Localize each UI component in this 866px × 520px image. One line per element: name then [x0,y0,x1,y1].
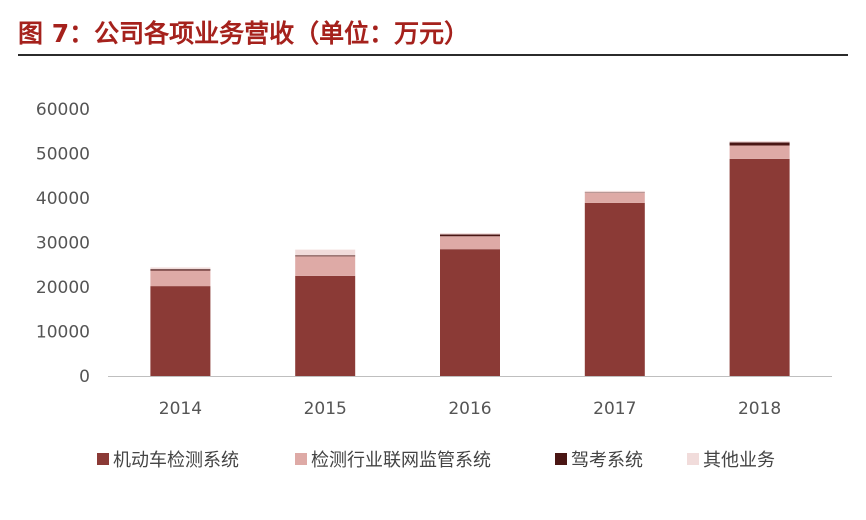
bar-segment [729,145,790,159]
x-tick-label: 2017 [593,399,636,419]
legend-swatch [295,453,307,465]
bar-segment [150,267,211,270]
y-tick-label: 10000 [36,323,90,343]
legend-label: 其他业务 [703,450,775,471]
x-tick-label: 2016 [448,399,491,419]
y-tick-label: 40000 [36,189,90,209]
legend-label: 检测行业联网监管系统 [311,450,491,471]
bar-segment [295,256,356,276]
legend-swatch [687,453,699,465]
legend-swatch [97,453,109,465]
bar-segment [584,192,645,203]
bar-segment [584,202,645,376]
bar-segment [295,275,356,376]
y-tick-label: 30000 [36,234,90,254]
bars [150,141,790,376]
bar-segment [150,269,211,271]
y-tick-label: 50000 [36,145,90,165]
x-tick-label: 2014 [159,399,202,419]
bar-segment [729,142,790,146]
x-tick-label: 2018 [738,399,781,419]
legend-label: 驾考系统 [571,450,643,471]
y-tick-label: 60000 [36,100,90,120]
legend: 机动车检测系统 检测行业联网监管系统 驾考系统 其他业务 [97,450,775,471]
title-rule [18,54,848,56]
y-axis-ticks: 0 10000 20000 30000 40000 50000 60000 [36,100,90,387]
bar-segment [150,270,211,287]
x-tick-label: 2015 [304,399,347,419]
bar-segment [729,158,790,376]
bar-segment [440,249,500,376]
y-tick-label: 20000 [36,278,90,298]
bar-segment [729,141,790,143]
bar-segment [584,190,645,193]
x-axis-ticks: 2014 2015 2016 2017 2018 [159,399,781,419]
bar-segment [440,233,500,235]
bar-segment [150,286,211,376]
legend-swatch [555,453,567,465]
bar-segment [440,234,500,237]
bar-segment [440,236,500,250]
bar-segment [295,249,356,256]
legend-label: 机动车检测系统 [113,450,239,471]
bar-segment [295,255,356,257]
figure-title: 图 7：公司各项业务营收（单位：万元） [18,19,470,48]
y-tick-label: 0 [79,367,90,387]
